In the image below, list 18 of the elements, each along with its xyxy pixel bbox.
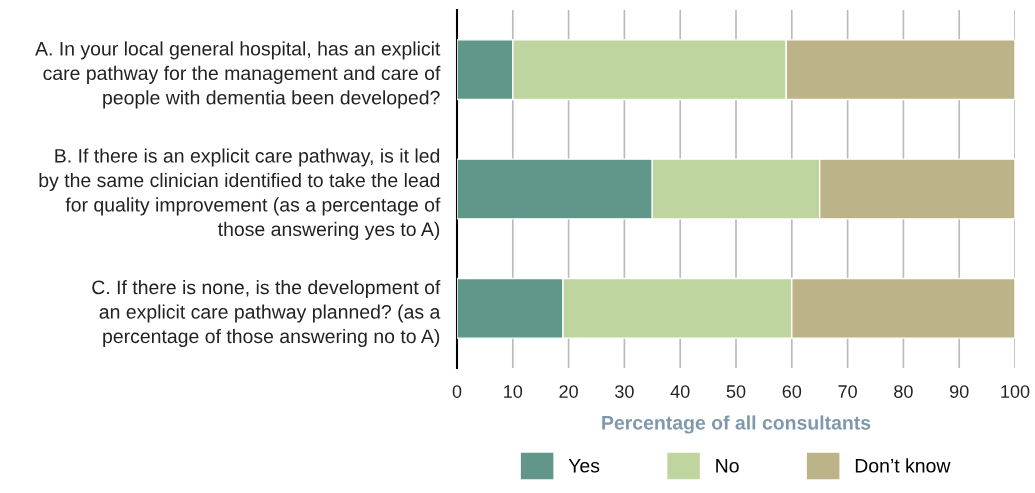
x-tick-label: 40: [670, 385, 690, 398]
x-tick-label: 30: [615, 385, 634, 398]
x-tick-label: 0: [452, 385, 462, 398]
legend-label: Don’t know: [855, 458, 951, 473]
y-tick-label: A. In your local general hospital, has an explicit care pathway for the management and care of people with dementia been developed?: [35, 41, 441, 109]
y-tick-label: C. If there is none, is the development of an explicit care pathway planned? (as a percentage of those answering no to A): [92, 279, 441, 348]
x-tick-label: 10: [504, 385, 523, 398]
x-tick-label: 20: [559, 385, 578, 398]
x-tick-label: 90: [950, 385, 969, 398]
y-tick-label: B. If there is an explicit care pathway, is it led by the same clinician identified to take the lead for quality improvement (as a percentage of those answering yes to A): [39, 148, 441, 240]
x-tick-label: 50: [726, 385, 746, 398]
x-tick-label: 70: [838, 385, 857, 398]
legend-label: No: [716, 459, 739, 473]
x-axis-title: Percentage of all consultants: [602, 415, 871, 434]
x-tick-label: 80: [894, 385, 913, 398]
legend-label: Yes: [568, 459, 600, 473]
x-tick-label: 100: [1001, 385, 1030, 398]
x-tick-label: 60: [782, 385, 802, 398]
